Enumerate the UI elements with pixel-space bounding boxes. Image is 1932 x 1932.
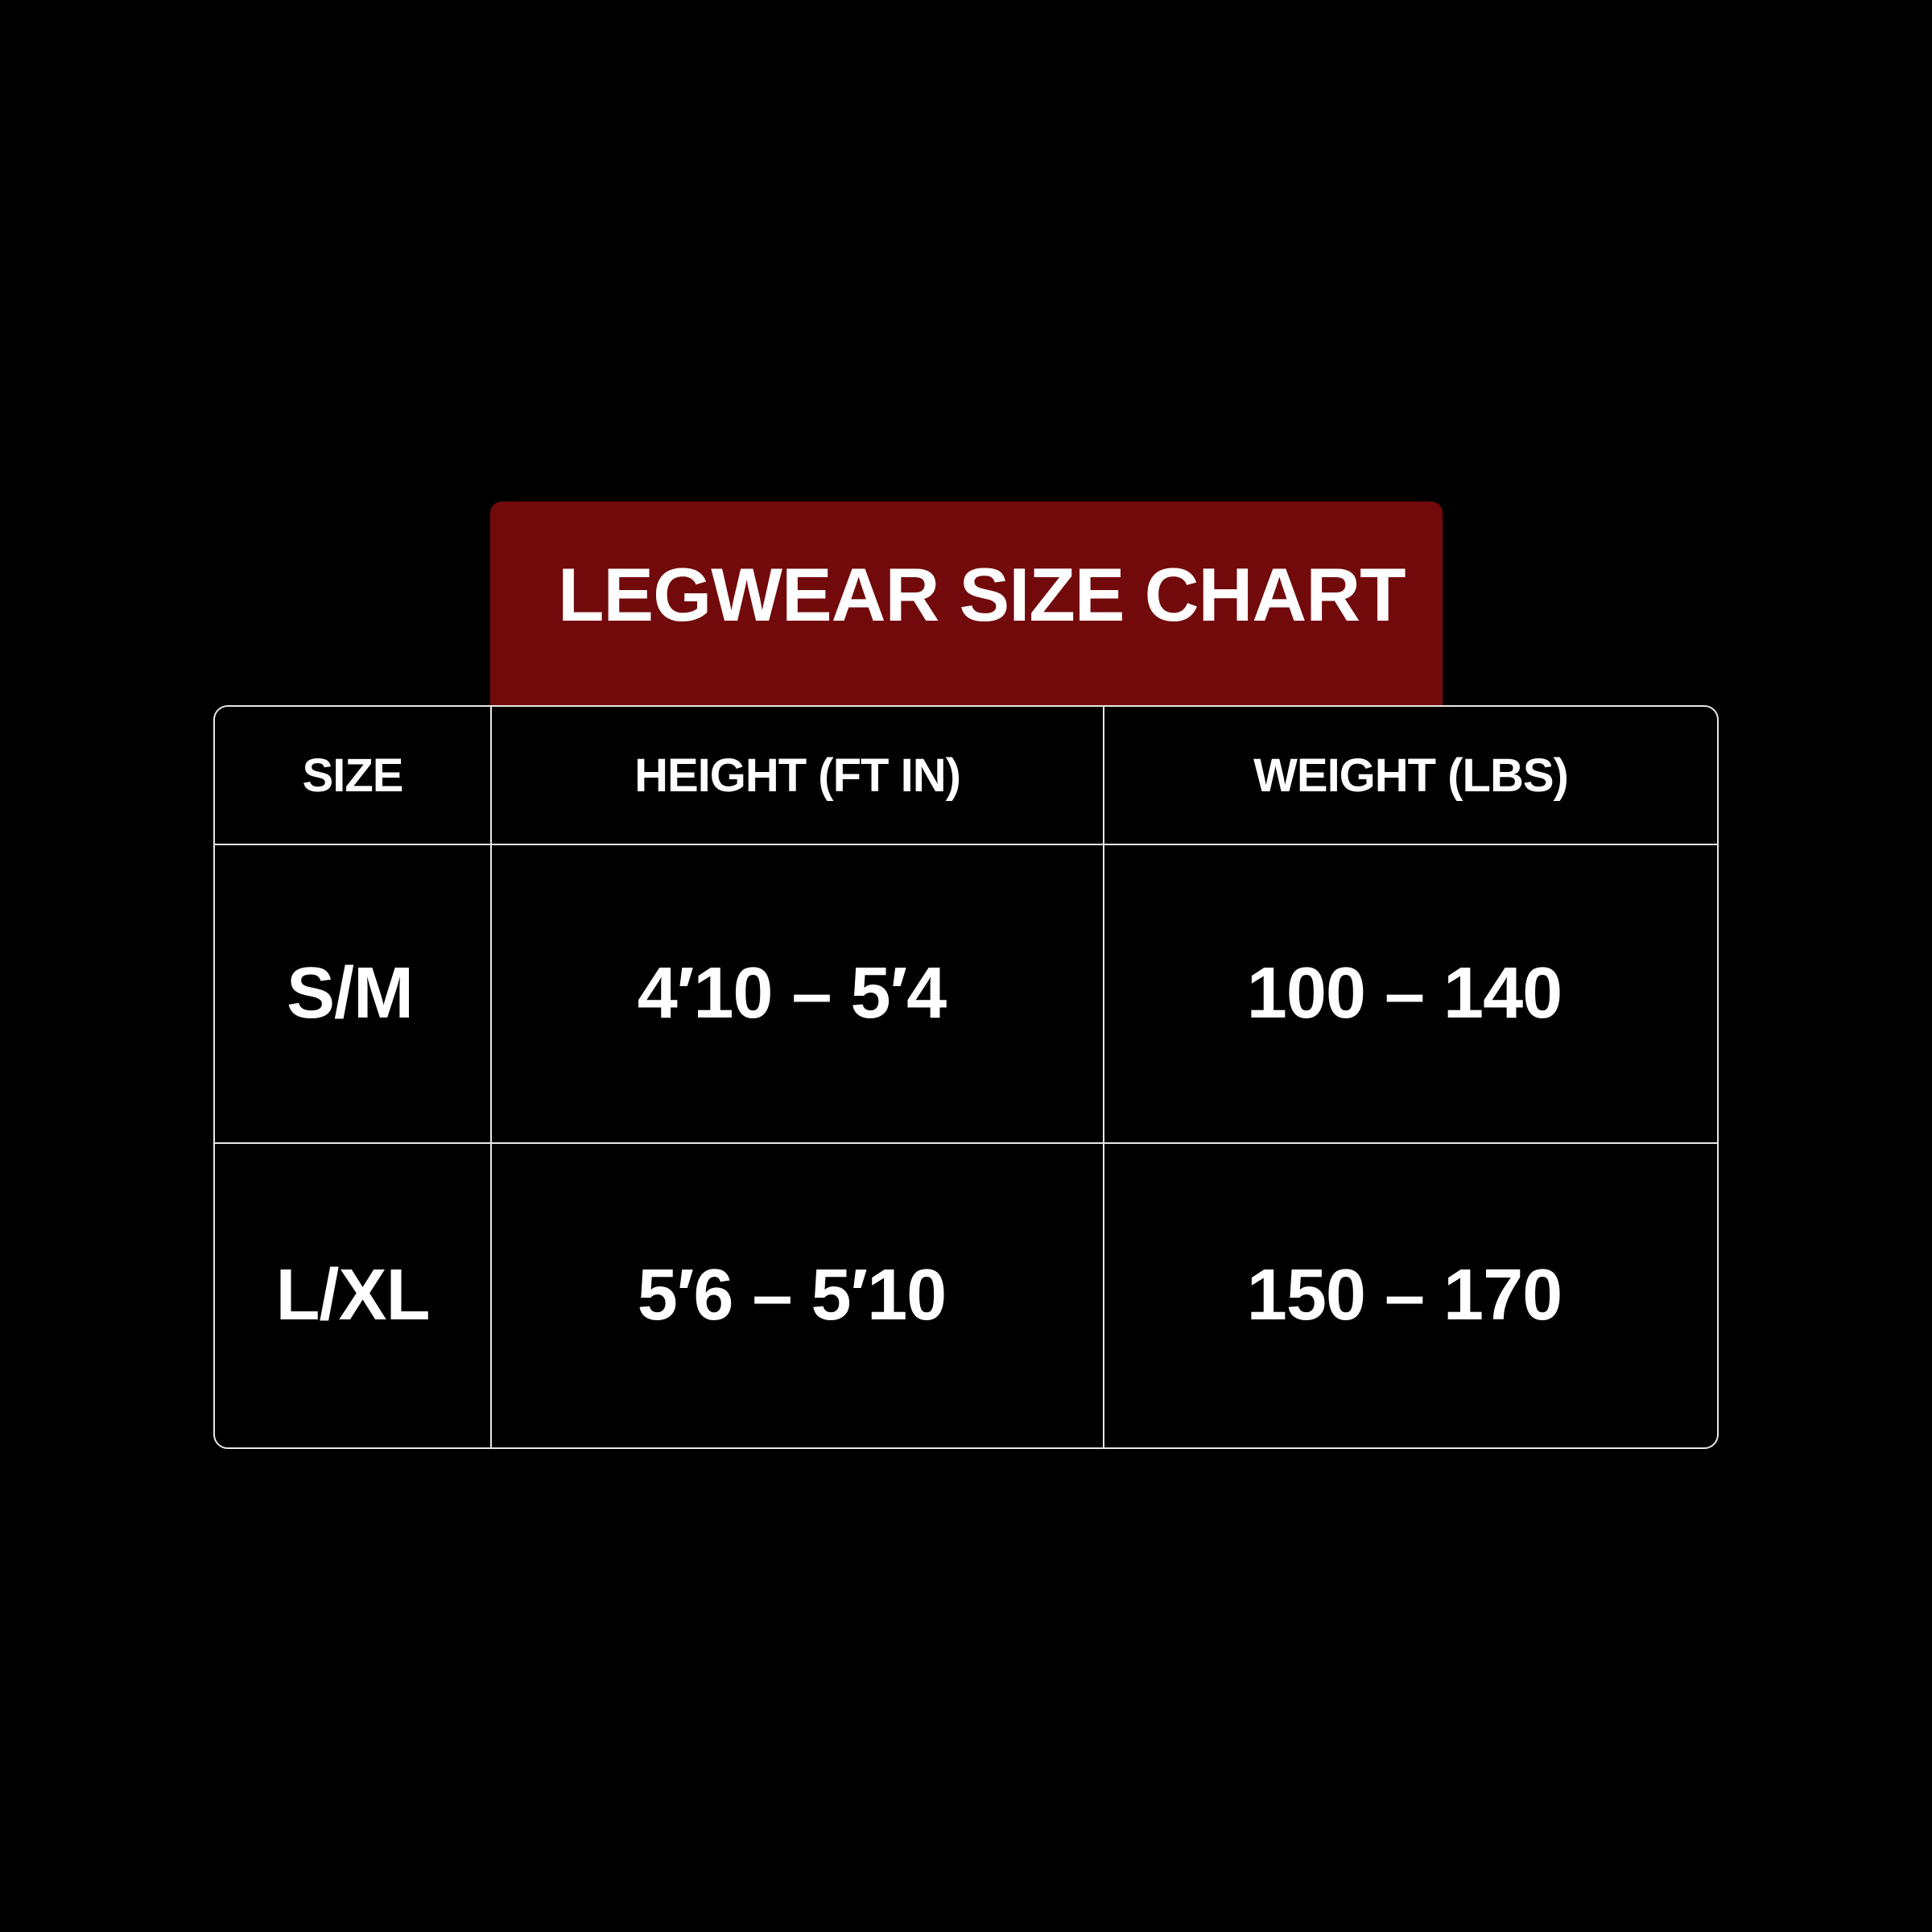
header-height: HEIGHT (FT IN) [634, 749, 961, 802]
row-lxl-size: L/XL [275, 1255, 431, 1335]
row-sm-size: S/M [286, 953, 414, 1034]
title-banner: LEGWEAR SIZE CHART [490, 502, 1443, 705]
row-lxl-weight: 150 – 170 [1246, 1255, 1563, 1335]
row-lxl-height: 5′6 – 5′10 [637, 1255, 947, 1335]
row-divider [215, 1142, 1717, 1144]
row-sm-height: 4′10 – 5′4 [637, 953, 947, 1034]
page-title: LEGWEAR SIZE CHART [558, 552, 1406, 637]
header-weight: WEIGHT (LBS) [1253, 749, 1569, 802]
column-divider [490, 707, 492, 1447]
row-sm-weight: 100 – 140 [1246, 953, 1563, 1034]
row-divider [215, 844, 1717, 845]
size-chart-table: SIZE HEIGHT (FT IN) WEIGHT (LBS) S/M 4′1… [213, 705, 1719, 1449]
column-divider [1103, 707, 1104, 1447]
header-size: SIZE [302, 749, 404, 802]
